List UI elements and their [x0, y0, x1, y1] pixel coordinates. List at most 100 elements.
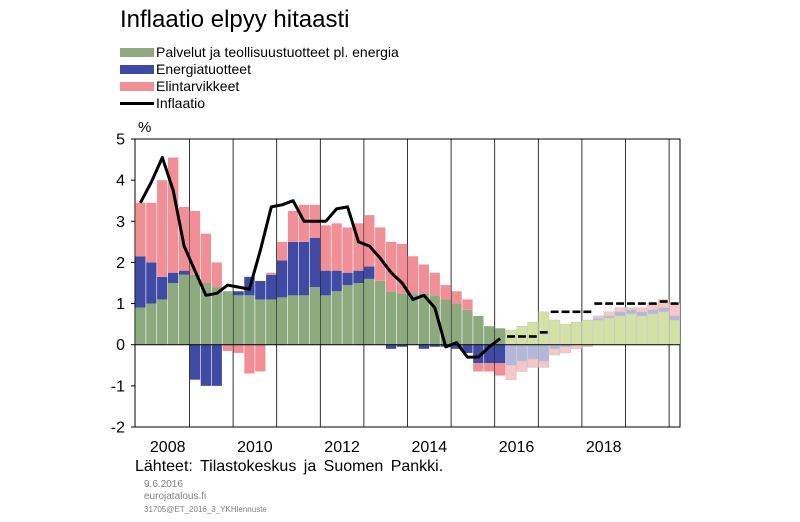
bar-energy — [451, 344, 462, 349]
bar-services — [168, 283, 179, 345]
bar-services — [157, 299, 168, 345]
bar-energy — [364, 266, 375, 279]
bar-services — [407, 293, 419, 345]
bar-services — [495, 328, 506, 345]
bar-services — [636, 315, 648, 346]
bar-energy — [484, 344, 495, 364]
bar-food — [135, 202, 146, 257]
bar-energy — [331, 270, 342, 292]
y-tick-label: -2 — [111, 420, 125, 437]
x-tick-label: 2014 — [412, 439, 448, 456]
bar-food — [375, 227, 386, 281]
legend-item-inflation: Inflaatio — [120, 95, 399, 112]
legend-item-services: Palvelut ja teollisuustuotteet pl. energ… — [120, 44, 399, 61]
legend-label-energy: Energiatuotteet — [156, 61, 251, 77]
bar-food — [462, 299, 473, 310]
legend-swatch-energy — [120, 65, 154, 74]
bar-energy — [614, 311, 626, 317]
bar-energy — [538, 344, 550, 362]
bar-food — [614, 307, 626, 313]
bar-food — [495, 363, 506, 376]
legend-swatch-services — [120, 48, 154, 57]
footer-date: 9.6.2016 — [144, 479, 183, 490]
bar-food — [364, 215, 375, 267]
bar-food — [407, 256, 419, 294]
bar-energy — [277, 260, 288, 298]
bar-food — [266, 272, 277, 275]
bar-services — [364, 278, 375, 345]
legend-label-services: Palvelut ja teollisuustuotteet pl. energ… — [156, 44, 399, 60]
bar-energy — [266, 274, 277, 300]
bar-energy — [603, 315, 615, 319]
y-tick-label: -1 — [111, 378, 125, 395]
bar-food — [625, 307, 637, 311]
bar-services — [255, 299, 266, 345]
y-tick-label: 2 — [116, 255, 125, 272]
bar-services — [298, 295, 310, 345]
bar-services — [277, 297, 288, 345]
bar-food — [560, 346, 572, 354]
bar-services — [178, 274, 190, 345]
legend-label-food: Elintarvikkeet — [156, 78, 240, 94]
bar-food — [298, 204, 310, 242]
x-tick-label: 2012 — [324, 439, 360, 456]
bar-services — [244, 295, 255, 345]
bar-energy — [189, 344, 201, 380]
bar-services — [287, 295, 299, 345]
bar-services — [560, 323, 572, 346]
bar-services — [614, 315, 626, 346]
bar-food — [669, 303, 681, 317]
bar-energy — [287, 241, 299, 296]
bar-services — [538, 311, 550, 346]
bar-food — [527, 358, 539, 368]
bar-services — [484, 326, 495, 345]
bar-services — [581, 319, 593, 346]
bar-services — [189, 274, 201, 345]
footer-code: 31705@ET_2016_3_YKHlennuste — [144, 505, 267, 514]
bar-food — [636, 307, 648, 313]
bar-energy — [396, 344, 408, 347]
bar-food — [277, 241, 288, 261]
bar-services — [527, 321, 539, 346]
bar-energy — [625, 309, 637, 315]
bar-energy — [549, 344, 561, 350]
bar-services — [647, 313, 659, 346]
y-tick-label: 3 — [116, 214, 125, 231]
legend-swatch-food — [120, 82, 154, 91]
bar-food — [331, 223, 342, 271]
bar-services — [592, 319, 604, 346]
bar-energy — [429, 344, 440, 347]
bar-food — [244, 344, 255, 374]
bar-services — [603, 317, 615, 346]
x-tick-label: 2018 — [586, 439, 622, 456]
bar-services — [669, 319, 681, 346]
bar-food — [146, 202, 157, 263]
bar-services — [320, 295, 331, 345]
chart-title: Inflaatio elpyy hitaasti — [120, 6, 350, 33]
bar-energy — [298, 241, 310, 296]
legend-label-inflation: Inflaatio — [156, 95, 206, 111]
bar-food — [429, 272, 440, 296]
bar-food — [592, 315, 604, 319]
bar-services — [386, 291, 397, 345]
bar-food — [516, 360, 528, 372]
bar-services — [625, 313, 637, 346]
bar-services — [266, 299, 277, 345]
bar-food — [353, 223, 364, 271]
bar-energy — [669, 315, 681, 321]
bar-energy — [146, 262, 157, 304]
bar-food — [603, 311, 615, 317]
bar-energy — [495, 344, 506, 364]
y-tick-label: 1 — [116, 296, 125, 313]
bar-services — [375, 280, 386, 345]
bar-services — [342, 285, 353, 345]
bar-energy — [178, 270, 190, 275]
bar-services — [331, 291, 342, 345]
bar-energy — [462, 344, 473, 353]
x-tick-label: 2008 — [150, 439, 186, 456]
bar-food — [505, 364, 517, 380]
bar-food — [658, 299, 670, 308]
legend-swatch-inflation — [120, 102, 154, 105]
y-axis-unit: % — [138, 119, 152, 136]
